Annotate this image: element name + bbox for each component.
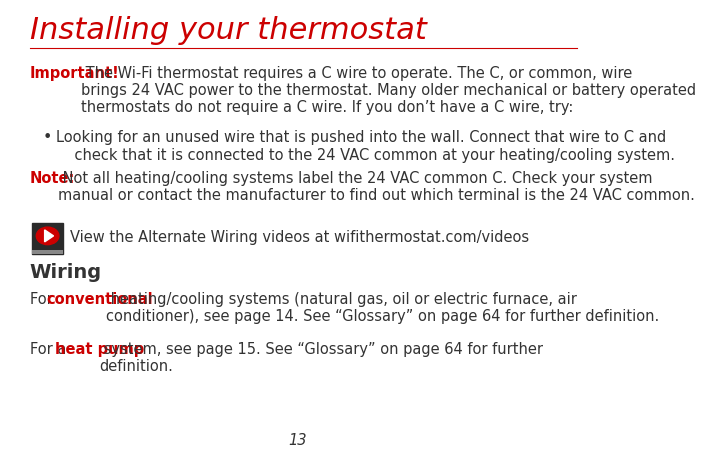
Text: For: For <box>30 292 57 307</box>
Text: Installing your thermostat: Installing your thermostat <box>30 16 426 45</box>
Text: View the Alternate Wiring videos at wifithermostat.com/videos: View the Alternate Wiring videos at wifi… <box>70 230 529 244</box>
Text: heating/cooling systems (natural gas, oil or electric furnace, air
conditioner),: heating/cooling systems (natural gas, oi… <box>106 292 659 324</box>
Text: conventional: conventional <box>46 292 153 307</box>
Text: Important!: Important! <box>30 66 120 80</box>
Text: 13: 13 <box>289 433 307 448</box>
Text: Note:: Note: <box>30 171 75 186</box>
Text: Wiring: Wiring <box>30 263 102 282</box>
Text: For a: For a <box>30 342 71 357</box>
Text: •: • <box>43 130 52 145</box>
FancyBboxPatch shape <box>32 250 63 254</box>
Polygon shape <box>45 230 54 242</box>
Circle shape <box>36 227 59 245</box>
Text: Not all heating/cooling systems label the 24 VAC common C. Check your system
man: Not all heating/cooling systems label th… <box>58 171 695 203</box>
FancyBboxPatch shape <box>32 223 63 254</box>
Text: The Wi-Fi thermostat requires a C wire to operate. The C, or common, wire
brings: The Wi-Fi thermostat requires a C wire t… <box>81 66 696 116</box>
Text: heat pump: heat pump <box>55 342 144 357</box>
Text: system, see page 15. See “Glossary” on page 64 for further
definition.: system, see page 15. See “Glossary” on p… <box>99 342 543 374</box>
Text: Looking for an unused wire that is pushed into the wall. Connect that wire to C : Looking for an unused wire that is pushe… <box>56 130 675 163</box>
